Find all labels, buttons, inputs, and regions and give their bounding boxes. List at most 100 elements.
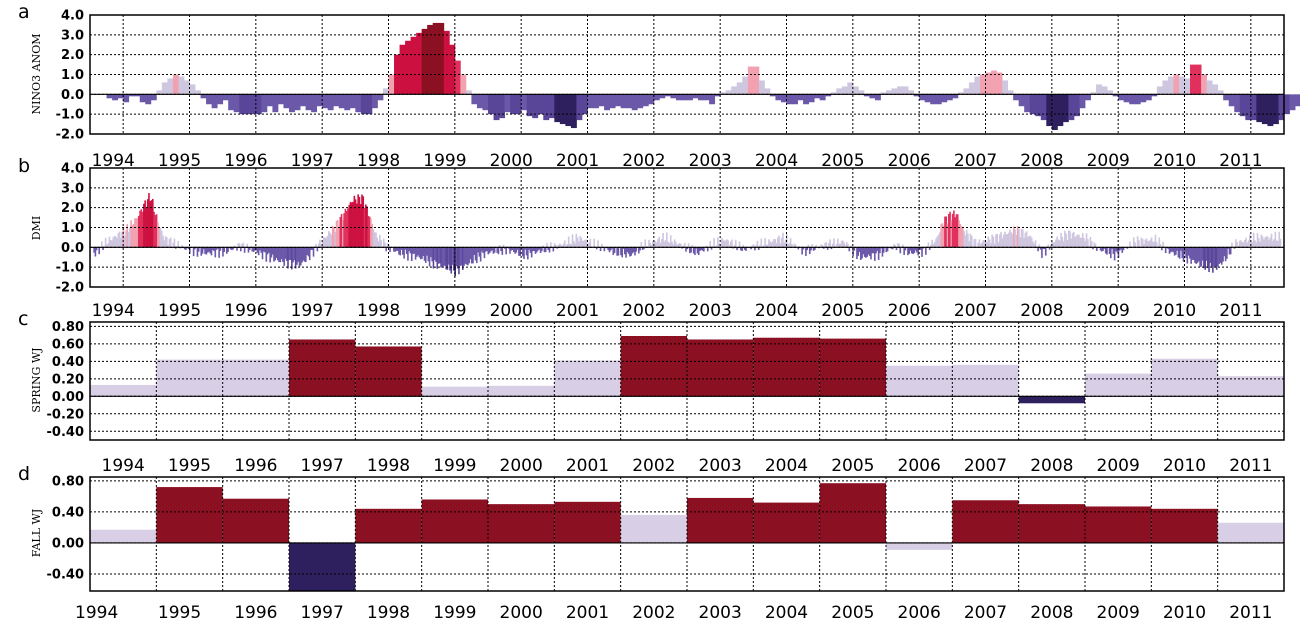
bar xyxy=(256,247,259,253)
bar xyxy=(1150,237,1153,248)
bar xyxy=(1112,94,1119,97)
bar xyxy=(908,247,911,254)
x-tick-label: 2006 xyxy=(898,456,941,476)
bars xyxy=(93,193,1282,277)
bar xyxy=(352,201,354,248)
bar xyxy=(902,86,909,95)
bar xyxy=(831,243,834,248)
bar xyxy=(102,247,104,251)
bar xyxy=(687,497,754,543)
bar xyxy=(913,94,920,97)
bar xyxy=(601,243,603,248)
bar xyxy=(376,237,379,248)
bar xyxy=(479,247,482,262)
bar xyxy=(298,247,301,267)
x-tick-label: 2005 xyxy=(831,456,874,476)
bar xyxy=(648,94,655,105)
bar xyxy=(362,196,365,248)
bar xyxy=(885,247,888,253)
bar xyxy=(969,233,972,248)
bar xyxy=(820,244,823,248)
bar xyxy=(681,94,688,101)
bar xyxy=(814,247,816,250)
bar xyxy=(1241,241,1243,248)
bar xyxy=(1144,239,1147,248)
x-tick-label: 2006 xyxy=(888,301,931,321)
x-tick-label: 2004 xyxy=(765,603,808,623)
bar xyxy=(344,94,351,111)
bar xyxy=(95,247,98,251)
bar xyxy=(583,240,585,248)
bar xyxy=(957,92,964,95)
bars xyxy=(90,483,1284,591)
bar xyxy=(303,247,306,262)
bar xyxy=(712,245,714,248)
y-axis-label: FALL WJ xyxy=(30,509,43,557)
bar xyxy=(302,247,305,261)
bar xyxy=(103,245,106,248)
bar xyxy=(1132,237,1135,248)
bar xyxy=(482,247,484,254)
bar xyxy=(268,247,270,253)
bar xyxy=(474,247,477,261)
bar xyxy=(1206,247,1209,269)
bar xyxy=(552,247,555,252)
bar xyxy=(504,94,511,113)
bar xyxy=(372,229,375,248)
bar xyxy=(1214,247,1217,268)
bar xyxy=(1246,242,1249,248)
bar xyxy=(154,214,157,248)
bar xyxy=(161,82,168,95)
bar xyxy=(1064,230,1066,248)
bar xyxy=(176,245,178,248)
bar xyxy=(709,240,712,248)
bar xyxy=(1164,247,1167,254)
bar xyxy=(967,233,969,248)
bar xyxy=(423,247,426,261)
bar xyxy=(913,247,916,253)
bar xyxy=(553,243,556,248)
bar xyxy=(195,90,201,95)
bar xyxy=(254,247,256,251)
bar xyxy=(657,239,659,248)
bar xyxy=(678,243,681,248)
bar xyxy=(1279,238,1282,248)
bar xyxy=(530,247,533,258)
x-tick-label: 2007 xyxy=(954,151,997,171)
bar xyxy=(405,40,412,95)
bar xyxy=(1194,247,1196,263)
bar xyxy=(1043,247,1046,250)
bar xyxy=(330,234,333,248)
bar xyxy=(838,243,840,248)
bar xyxy=(1192,247,1195,261)
bar xyxy=(275,247,278,258)
y-tick-label: 2.0 xyxy=(61,48,84,63)
bar xyxy=(557,244,560,248)
bar xyxy=(1029,235,1032,248)
bar xyxy=(1181,247,1184,259)
bar xyxy=(299,247,302,266)
bar xyxy=(826,247,829,250)
bar xyxy=(620,94,627,109)
bar xyxy=(144,200,146,248)
bar xyxy=(168,239,171,248)
bar xyxy=(1107,90,1114,95)
bar xyxy=(1088,245,1090,248)
bar xyxy=(377,241,380,248)
bar xyxy=(1085,506,1152,543)
bar xyxy=(789,238,792,248)
bar xyxy=(305,94,312,111)
bar xyxy=(468,247,470,264)
bar xyxy=(754,247,756,251)
bar xyxy=(963,88,970,95)
bar xyxy=(691,244,694,248)
bar xyxy=(999,234,1001,248)
bar xyxy=(1199,247,1201,267)
bar xyxy=(297,247,300,262)
bar xyxy=(150,94,157,101)
bar xyxy=(720,237,723,248)
bar xyxy=(1175,247,1177,255)
bar xyxy=(1270,233,1273,248)
bar xyxy=(925,247,927,255)
